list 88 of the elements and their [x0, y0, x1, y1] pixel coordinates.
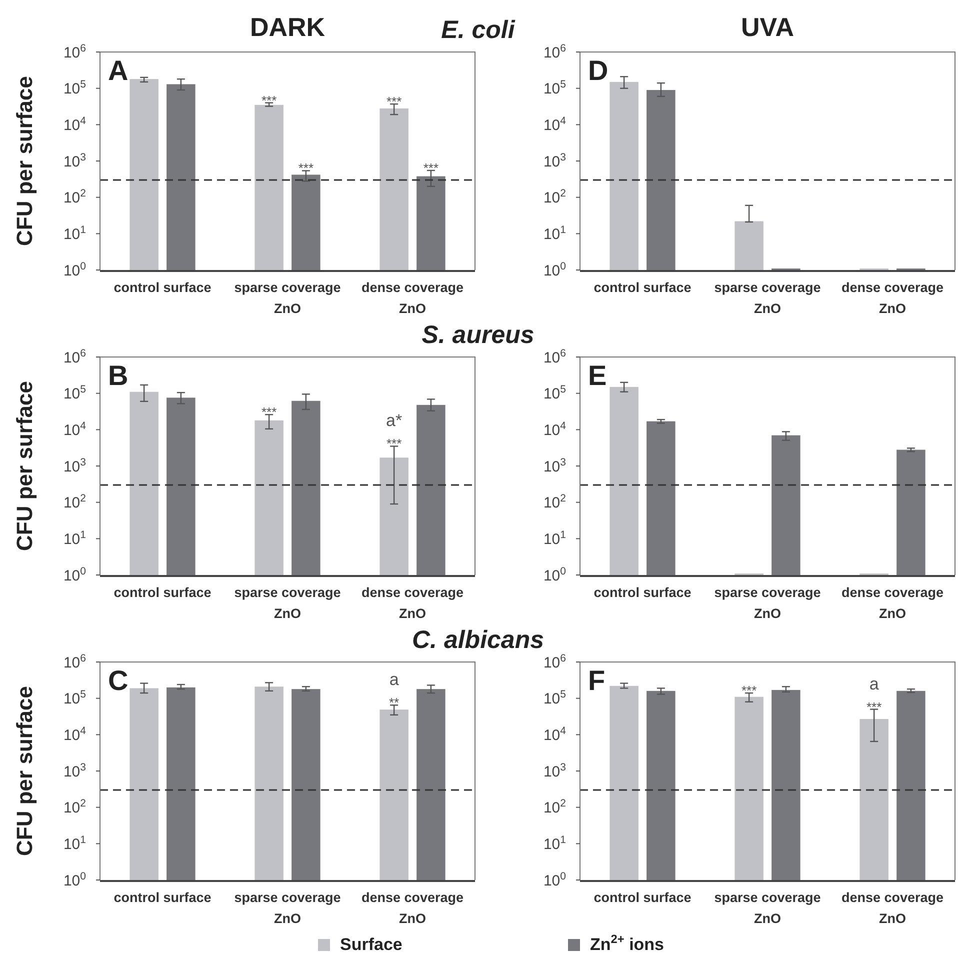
x-tick-label: sparse coverage ZnO	[234, 585, 342, 621]
y-tick-label: 10$^{5}$	[63, 688, 86, 708]
annotation: F	[588, 665, 606, 696]
y-tick-label: 10$^{5}$	[543, 384, 566, 403]
x-tick-label: control surface	[594, 585, 692, 600]
y-tick-label: 10$^{3}$	[63, 151, 86, 170]
annotation: ***	[866, 699, 882, 714]
y-tick-label: 10$^{0}$	[543, 565, 566, 584]
legend-label: Zn$^{2+}$ ions	[590, 932, 664, 954]
y-tick-label: 10$^{5}$	[63, 78, 86, 98]
y-tick-label: 10$^{3}$	[543, 456, 566, 476]
y-tick-label: 10$^{6}$	[543, 347, 566, 366]
y-tick-label: 10$^{0}$	[543, 260, 566, 280]
chart-title: DARK	[250, 12, 326, 42]
annotation: C	[108, 665, 128, 696]
y-tick-label: 10$^{1}$	[543, 224, 566, 243]
chart-title: UVA	[741, 12, 794, 42]
x-tick-label: dense coverage ZnO	[361, 280, 464, 316]
x-tick-label: sparse coverage ZnO	[714, 280, 822, 316]
y-tick-label: 10$^{2}$	[63, 798, 86, 817]
annotation: ***	[261, 92, 277, 108]
y-tick-label: 10$^{4}$	[543, 724, 566, 744]
x-tick-label: dense coverage ZnO	[841, 585, 944, 621]
x-tick-label: control surface	[594, 280, 692, 295]
y-tick-label: 10$^{6}$	[543, 42, 566, 62]
annotation: a	[869, 674, 880, 694]
y-tick-label: 10$^{5}$	[543, 688, 566, 708]
y-tick-label: 10$^{3}$	[63, 761, 86, 780]
y-axis-title: CFU per surface	[12, 686, 37, 856]
y-tick-label: 10$^{4}$	[543, 420, 566, 439]
y-tick-label: 10$^{5}$	[543, 78, 566, 98]
legend-label: Surface	[340, 935, 402, 954]
x-tick-label: control surface	[114, 280, 212, 295]
annotation: ***	[386, 94, 402, 110]
y-tick-label: 10$^{6}$	[63, 42, 86, 62]
x-tick-label: dense coverage ZnO	[841, 280, 944, 316]
y-tick-label: 10$^{0}$	[63, 870, 86, 890]
y-tick-label: 10$^{0}$	[63, 260, 86, 280]
annotation: a	[389, 670, 400, 690]
annotation: B	[108, 360, 128, 391]
y-tick-label: 10$^{0}$	[63, 565, 86, 584]
annotation: E	[588, 360, 607, 391]
y-axis-title: CFU per surface	[12, 76, 37, 246]
y-tick-label: 10$^{3}$	[543, 151, 566, 170]
x-tick-label: dense coverage ZnO	[361, 585, 464, 621]
y-tick-label: 10$^{2}$	[543, 492, 566, 512]
y-tick-label: 10$^{0}$	[543, 870, 566, 890]
y-tick-label: 10$^{3}$	[63, 456, 86, 476]
y-tick-label: 10$^{4}$	[63, 114, 86, 134]
annotation: ***	[423, 160, 439, 176]
y-tick-label: 10$^{6}$	[543, 652, 566, 672]
annotation: A	[108, 55, 128, 86]
y-tick-label: 10$^{2}$	[63, 492, 86, 512]
annotation: a*	[386, 411, 402, 430]
y-tick-label: 10$^{2}$	[63, 188, 86, 207]
y-tick-label: 10$^{2}$	[543, 798, 566, 817]
x-tick-label: sparse coverage ZnO	[714, 890, 822, 926]
x-tick-label: control surface	[594, 890, 692, 905]
x-tick-label: sparse coverage ZnO	[234, 280, 342, 316]
x-tick-label: dense coverage ZnO	[361, 890, 464, 926]
x-tick-label: sparse coverage ZnO	[234, 890, 342, 926]
chart-subtitle: E. coli	[441, 16, 516, 44]
y-tick-label: 10$^{1}$	[543, 528, 566, 548]
y-axis-title: CFU per surface	[12, 381, 37, 551]
annotation: ***	[261, 404, 277, 420]
y-tick-label: 10$^{2}$	[543, 188, 566, 207]
chart-subtitle: S. aureus	[422, 321, 534, 349]
y-tick-label: 10$^{1}$	[543, 834, 566, 853]
y-tick-label: 10$^{3}$	[543, 761, 566, 780]
annotation: ***	[741, 683, 757, 698]
y-tick-label: 10$^{6}$	[63, 347, 86, 366]
y-tick-label: 10$^{1}$	[63, 834, 86, 853]
y-tick-label: 10$^{5}$	[63, 384, 86, 403]
annotation: D	[588, 55, 608, 86]
y-tick-label: 10$^{4}$	[63, 724, 86, 744]
y-tick-label: 10$^{6}$	[63, 652, 86, 672]
x-tick-label: dense coverage ZnO	[841, 890, 944, 926]
x-tick-label: control surface	[114, 585, 212, 600]
annotation: ***	[298, 160, 314, 176]
y-tick-label: 10$^{1}$	[63, 224, 86, 243]
annotation: ***	[386, 436, 402, 452]
y-tick-label: 10$^{4}$	[543, 114, 566, 134]
chart-subtitle: C. albicans	[412, 626, 544, 654]
x-tick-label: control surface	[114, 890, 212, 905]
x-tick-label: sparse coverage ZnO	[714, 585, 822, 621]
annotation: **	[389, 695, 400, 710]
y-tick-label: 10$^{4}$	[63, 420, 86, 439]
y-tick-label: 10$^{1}$	[63, 528, 86, 548]
